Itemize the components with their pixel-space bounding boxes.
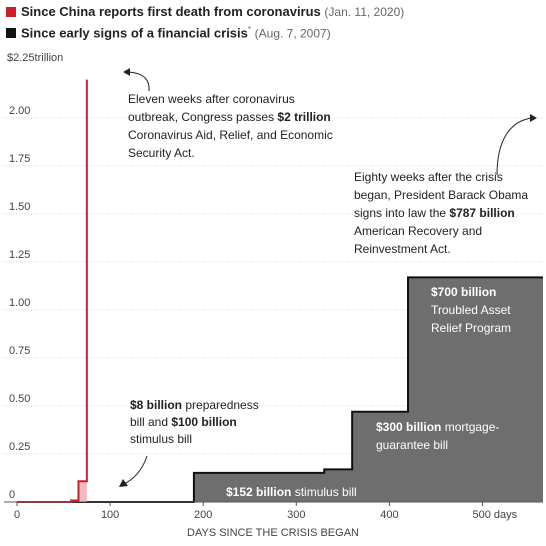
annotation-segment: Eighty weeks after the crisis (354, 170, 503, 184)
annotation-stimulus-152: $152 billion stimulus bill (226, 485, 357, 499)
annotation-segment: preparedness (182, 398, 259, 412)
x-tick-label: 500 days (472, 509, 517, 521)
y-tick-label: 1.75 (9, 153, 30, 165)
y-unit-label: $2.25trillion (7, 52, 63, 64)
x-tick-label: 100 (101, 509, 119, 521)
annotation-segment: signs into law the (354, 206, 449, 220)
series-line-0 (17, 276, 543, 503)
arrow-preparedness-head (119, 479, 128, 487)
x-tick-label: 400 (380, 509, 398, 521)
annotation-segment: $2 trillion (277, 110, 330, 124)
x-tick-label: 300 (287, 509, 305, 521)
legend-title-coronavirus: Since China reports first death from cor… (21, 4, 321, 19)
x-tick-label: 0 (14, 509, 20, 521)
legend-financial-crisis: Since early signs of a financial crisis*… (6, 22, 331, 41)
series-area-0 (17, 277, 543, 502)
annotation-segment: $700 billion (431, 285, 496, 299)
annotation-segment: Eleven weeks after coronavirus (128, 92, 295, 106)
annotation-segment: $787 billion (449, 206, 514, 220)
annotation-segment: American Recovery and (354, 224, 482, 238)
y-tick-label: 1.00 (9, 297, 30, 309)
y-tick-label: 0 (9, 489, 15, 501)
annotation-segment: Security Act. (128, 146, 195, 160)
legend-swatch-red (6, 7, 16, 17)
annotation-segment: Reinvestment Act. (354, 242, 451, 256)
annotation-obama-recovery: Eighty weeks after the crisis began, Pres… (354, 170, 528, 256)
arrow-recovery-head (530, 114, 537, 122)
legend-swatch-black (6, 28, 16, 39)
x-axis-title: DAYS SINCE THE CRISIS BEGAN (187, 527, 359, 539)
annotation-segment: $152 billion (226, 485, 291, 499)
arrow-cares-head (123, 68, 130, 76)
y-tick-label: 0.25 (9, 441, 30, 453)
y-tick-label: 2.00 (9, 105, 30, 117)
y-tick-label: 0.50 (9, 393, 30, 405)
annotation-segment: guarantee bill (376, 438, 448, 452)
annotation-segment: stimulus bill (130, 432, 192, 446)
annotation-segment: began, President Barack Obama (354, 188, 528, 202)
annotation-segment: bill and (130, 415, 171, 429)
annotation-mortgage-guarantee: $300 billion mortgage-guarantee bill (376, 420, 499, 452)
annotation-segment: Relief Program (431, 321, 511, 335)
annotation-segment: $300 billion (376, 420, 441, 434)
legend-title-financial-crisis: Since early signs of a financial crisis (21, 25, 248, 41)
series-area-1 (17, 79, 87, 502)
legend-date-coronavirus: (Jan. 11, 2020) (324, 5, 405, 19)
annotation-tarp: $700 billion Troubled Asset Relief Program (431, 285, 511, 335)
annotation-segment: Troubled Asset (431, 303, 511, 317)
y-tick-label: 0.75 (9, 345, 30, 357)
annotation-covid-cares: Eleven weeks after coronavirus outbreak, … (128, 92, 333, 160)
annotation-segment: $8 billion (130, 398, 182, 412)
x-tick-label: 200 (194, 509, 212, 521)
arrow-recovery (496, 117, 533, 176)
arrow-preparedness (123, 455, 148, 485)
annotation-segment: outbreak, Congress passes (128, 110, 277, 124)
series-line-1 (17, 79, 88, 503)
legend-date-financial-crisis: (Aug. 7, 2007) (254, 26, 331, 41)
legend-coronavirus: Since China reports first death from cor… (6, 4, 404, 20)
y-tick-label: 1.25 (9, 249, 30, 261)
annotation-preparedness: $8 billion preparedness bill and $100 bil… (130, 398, 259, 446)
y-tick-label: 1.50 (9, 201, 30, 213)
arrow-cares (127, 71, 150, 92)
legend-mark: * (247, 25, 252, 34)
annotation-segment: Coronavirus Aid, Relief, and Economic (128, 128, 333, 142)
annotation-segment: mortgage- (441, 420, 499, 434)
annotation-segment: $100 billion (171, 415, 236, 429)
annotation-segment: stimulus bill (291, 485, 356, 499)
